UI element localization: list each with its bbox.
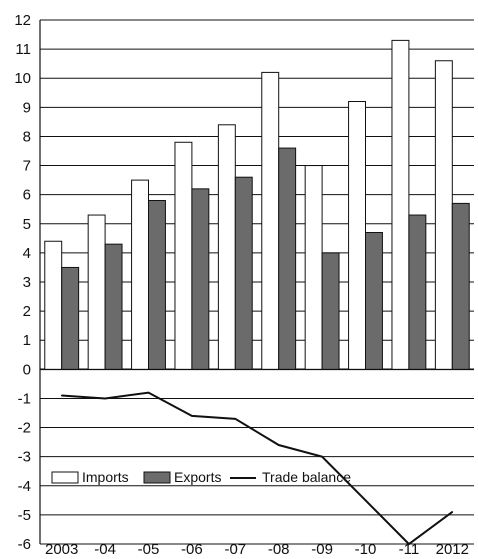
bar-exports	[365, 232, 383, 370]
y-tick-label: 2	[23, 303, 31, 320]
bar-imports	[217, 124, 236, 370]
bar-exports	[148, 199, 166, 370]
line-point	[321, 455, 323, 458]
bar-imports	[44, 240, 63, 370]
bars-layer	[44, 39, 470, 370]
y-tick-label: 12	[14, 12, 31, 29]
y-tick-label: 5	[23, 216, 31, 233]
y-tick-label: -1	[18, 390, 31, 407]
y-tick-label: 8	[23, 128, 31, 145]
x-tick-label: -06	[181, 541, 203, 558]
bar-exports	[321, 252, 340, 370]
line-point	[451, 511, 454, 513]
y-tick-label: -3	[18, 449, 31, 466]
bar-imports	[391, 39, 410, 370]
y-tick-label: -6	[18, 536, 31, 553]
bar-imports	[174, 141, 193, 370]
legend-swatch-imports	[51, 471, 79, 484]
bar-exports	[191, 188, 210, 370]
bar-imports	[261, 71, 280, 370]
line-point	[104, 397, 106, 400]
bar-exports	[234, 176, 253, 370]
line-point	[147, 391, 150, 394]
legend-label-trade-balance: Trade balance	[262, 469, 351, 485]
x-tick-label: -09	[311, 541, 333, 558]
line-point	[60, 394, 63, 397]
x-tick-labels: 2003 -04 -05 -06 -07 -08 -09 -10 -11 2012	[45, 541, 469, 558]
y-tick-label: -5	[18, 507, 31, 524]
line-point	[234, 418, 237, 420]
bar-exports	[451, 202, 470, 370]
legend: Imports Exports Trade balance	[51, 469, 351, 485]
bar-exports	[61, 266, 80, 370]
bar-imports	[304, 165, 323, 370]
bar-imports	[348, 101, 367, 370]
line-point	[277, 444, 280, 446]
x-tick-label: 2012	[436, 541, 469, 558]
x-tick-label: -08	[268, 541, 290, 558]
x-tick-label: -11	[399, 541, 420, 558]
x-tick-label: -05	[138, 541, 160, 558]
y-tick-label: 0	[23, 361, 31, 378]
y-tick-label: 6	[23, 187, 31, 204]
y-tick-label: -2	[18, 420, 31, 437]
bar-imports	[434, 60, 453, 370]
y-tick-label: 3	[23, 274, 31, 291]
y-tick-label: 9	[23, 99, 31, 116]
x-tick-label: -07	[224, 541, 246, 558]
bar-exports	[278, 147, 297, 370]
x-tick-label: -04	[94, 541, 116, 558]
y-tick-label: 1	[23, 332, 31, 349]
legend-label-imports: Imports	[82, 469, 129, 485]
bar-exports	[104, 243, 123, 370]
line-point	[191, 415, 193, 417]
y-tick-label: -4	[18, 478, 31, 495]
x-tick-label: 2003	[45, 541, 78, 558]
y-tick-label: 4	[23, 245, 31, 262]
bar-imports	[131, 179, 150, 370]
x-tick-label: -10	[355, 541, 377, 558]
line-point	[364, 499, 367, 502]
legend-label-exports: Exports	[174, 469, 221, 485]
y-tick-label: 10	[14, 70, 31, 87]
bar-imports	[87, 214, 106, 370]
y-tick-label: 11	[15, 41, 31, 58]
legend-swatch-exports	[143, 471, 171, 484]
line-point	[408, 543, 410, 545]
y-tick-label: 7	[23, 158, 31, 175]
bar-exports	[408, 214, 427, 370]
line-trade-balance	[61, 391, 453, 546]
line-layer	[60, 391, 454, 546]
